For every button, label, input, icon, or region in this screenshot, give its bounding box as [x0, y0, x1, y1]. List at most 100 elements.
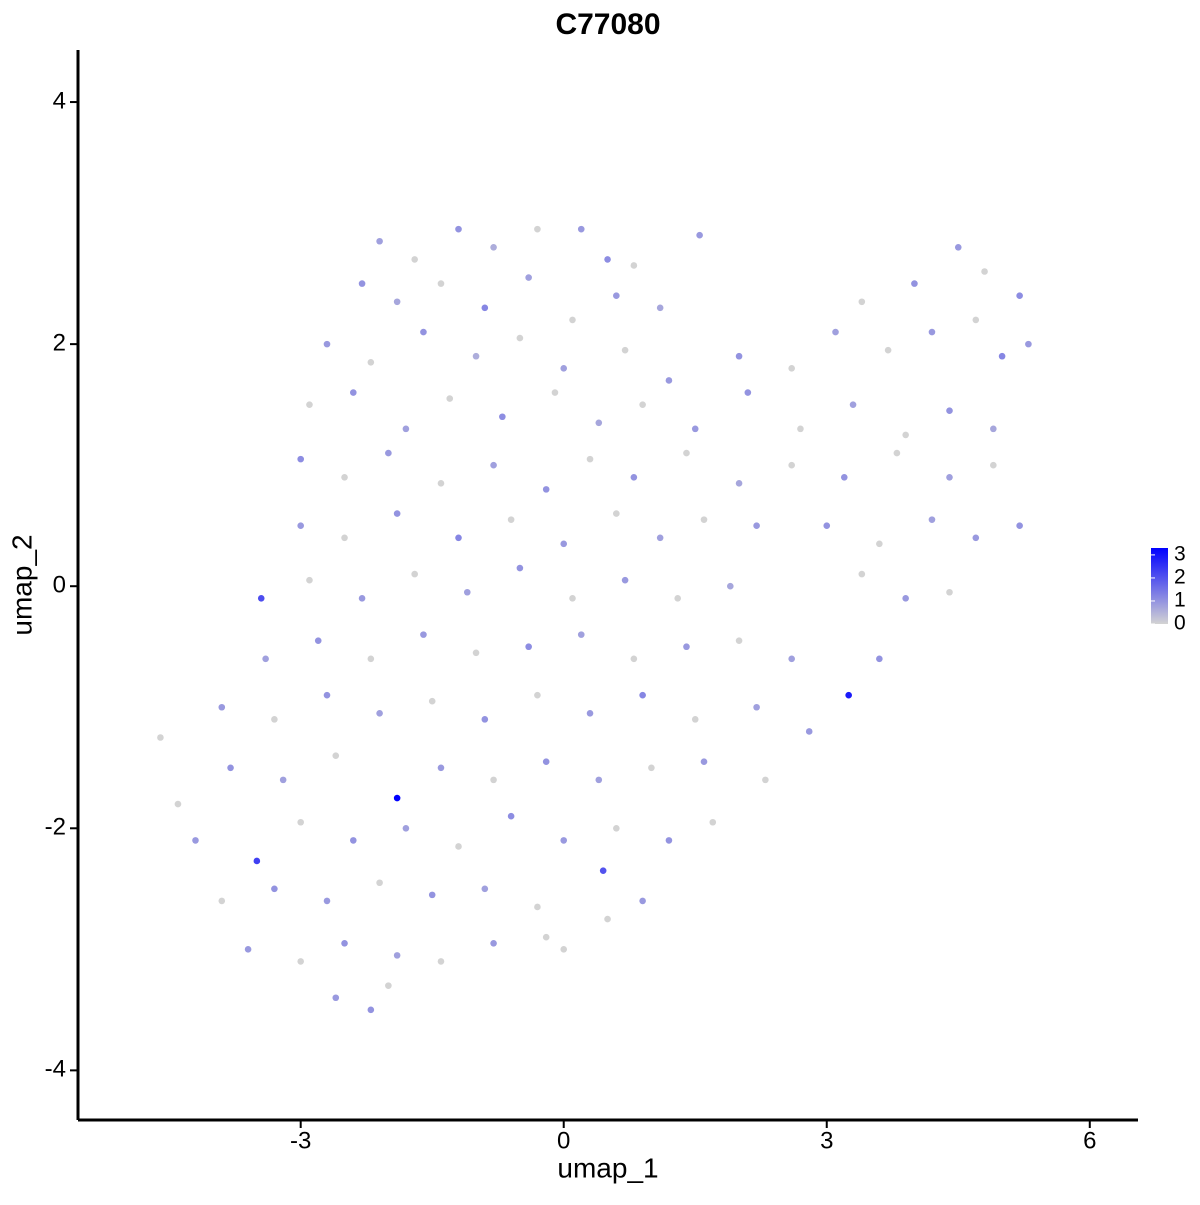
cell-point — [218, 703, 226, 711]
cell-point — [455, 843, 462, 850]
colorbar-tick-label: 1 — [1174, 589, 1186, 612]
cell-point — [797, 425, 804, 433]
cell-point — [823, 522, 831, 529]
cell-point — [569, 316, 576, 324]
cell-point — [306, 401, 313, 408]
cell-point — [481, 716, 489, 723]
cell-point — [341, 534, 348, 542]
cell-point — [639, 897, 646, 905]
cell-point — [323, 340, 331, 348]
cell-point — [902, 431, 909, 439]
y-tick-label: -2 — [45, 814, 66, 841]
cell-point — [604, 256, 611, 263]
cell-point — [656, 304, 664, 312]
cell-point — [586, 710, 594, 717]
cell-point — [735, 637, 743, 644]
cell-point — [972, 316, 980, 324]
cell-point — [613, 510, 620, 517]
cell-point — [1025, 340, 1032, 348]
cell-point — [621, 576, 629, 584]
cell-point — [639, 401, 646, 408]
cell-point — [244, 946, 252, 953]
cell-point — [946, 407, 953, 415]
cell-point — [227, 764, 234, 772]
cell-point — [604, 915, 611, 923]
cell-point — [744, 389, 752, 396]
colorbar — [1151, 548, 1168, 624]
cell-point — [911, 280, 918, 287]
cell-point — [376, 879, 383, 887]
cell-point — [683, 643, 690, 651]
cell-point — [490, 939, 497, 947]
cell-point — [893, 449, 901, 457]
y-tick-label: -4 — [45, 1056, 66, 1083]
cell-point — [595, 776, 603, 784]
y-tick-label: 0 — [53, 572, 66, 599]
x-tick-label: -3 — [290, 1127, 311, 1154]
colorbar-tick-label: 3 — [1174, 542, 1186, 565]
cell-point — [656, 534, 664, 542]
cell-point — [367, 358, 375, 366]
cell-point — [481, 885, 489, 893]
cell-point — [490, 461, 497, 469]
cell-point — [998, 352, 1006, 360]
cell-point — [385, 982, 392, 989]
cell-point — [840, 473, 848, 481]
cell-point — [560, 365, 568, 372]
cell-point — [630, 655, 638, 663]
cell-point — [884, 346, 892, 354]
x-tick-label: 3 — [820, 1127, 833, 1154]
cell-point — [257, 595, 265, 602]
points — [157, 225, 1032, 1014]
cell-point — [569, 595, 576, 602]
cell-point — [341, 939, 348, 947]
cell-point — [665, 837, 673, 844]
cell-point — [490, 776, 497, 784]
cell-point — [560, 946, 568, 953]
colorbar-tick-label: 0 — [1174, 612, 1186, 635]
cell-point — [297, 522, 304, 529]
cell-point — [525, 274, 532, 281]
colorbar-tick-label: 2 — [1174, 565, 1186, 588]
cell-point — [700, 758, 708, 766]
cell-point — [271, 885, 278, 893]
cell-point — [253, 857, 261, 865]
cell-point — [332, 994, 340, 1002]
cell-point — [499, 413, 506, 421]
cell-point — [876, 540, 883, 548]
cell-point — [279, 776, 287, 784]
cell-point — [735, 480, 743, 487]
cell-point — [192, 837, 199, 844]
cell-point — [350, 837, 357, 844]
cell-point — [595, 419, 603, 427]
cell-point — [665, 377, 673, 384]
cell-point — [428, 891, 436, 899]
cell-point — [954, 243, 962, 251]
cell-point — [402, 425, 410, 433]
cell-point — [928, 328, 936, 336]
cell-point — [393, 952, 401, 959]
cell-point — [648, 764, 655, 772]
cell-point — [297, 958, 304, 965]
cell-point — [507, 812, 515, 820]
cell-point — [393, 298, 401, 306]
cell-point — [481, 304, 489, 312]
cell-point — [1016, 522, 1023, 529]
cell-point — [990, 425, 997, 433]
cell-point — [507, 516, 515, 523]
cell-point — [455, 225, 462, 233]
cell-point — [928, 516, 936, 523]
cell-point — [727, 582, 734, 590]
cell-point — [577, 225, 585, 233]
cell-point — [402, 824, 410, 832]
cell-point — [455, 534, 462, 542]
cell-point — [788, 461, 795, 469]
cell-point — [446, 395, 454, 402]
cell-point — [393, 510, 401, 517]
cell-point — [376, 237, 383, 245]
y-axis-label: umap_2 — [6, 534, 37, 635]
cell-point — [613, 292, 620, 300]
cell-point — [306, 576, 313, 584]
cell-point — [376, 710, 383, 717]
